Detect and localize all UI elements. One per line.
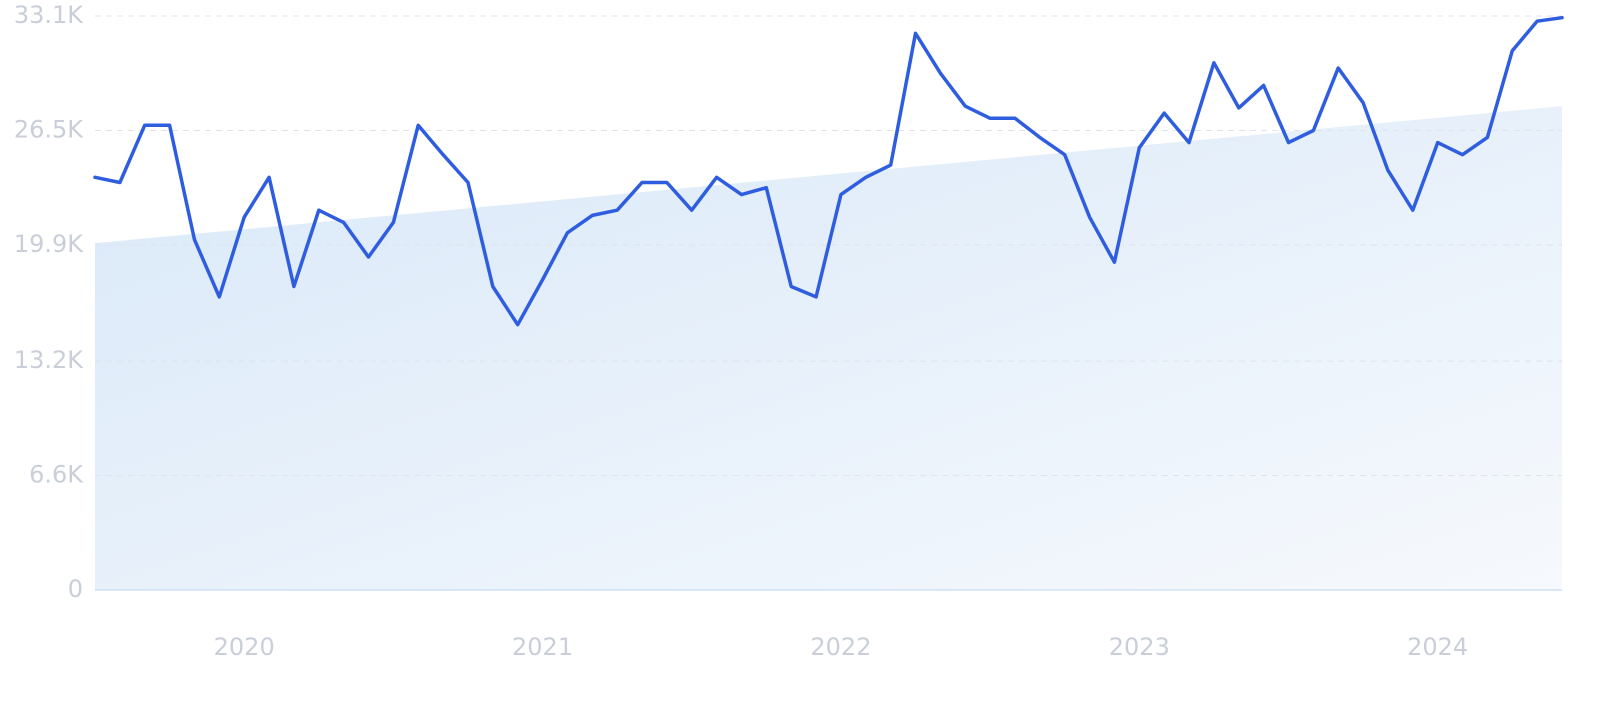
- data-line: [93, 15, 1564, 327]
- y-tick-label: 13.2K: [14, 346, 84, 374]
- line-layer: [93, 15, 1564, 327]
- y-tick-label: 33.1K: [14, 1, 84, 29]
- y-tick-label: 6.6K: [29, 461, 84, 489]
- x-tick-label: 2021: [512, 633, 573, 661]
- y-tick-label: 0: [68, 575, 83, 603]
- x-tick-label: 2020: [214, 633, 275, 661]
- trend-layer: [95, 106, 1562, 590]
- x-tick-label: 2024: [1407, 633, 1468, 661]
- grid: 0 6.6K 13.2K 19.9K 26.5K 33.1K 2020 2021 2022 202…: [14, 1, 1562, 661]
- y-tick-label: 26.5K: [14, 115, 84, 143]
- x-tick-label: 2022: [810, 633, 871, 661]
- y-tick-label: 19.9K: [14, 230, 84, 258]
- trend-area: [95, 106, 1562, 590]
- x-tick-label: 2023: [1109, 633, 1170, 661]
